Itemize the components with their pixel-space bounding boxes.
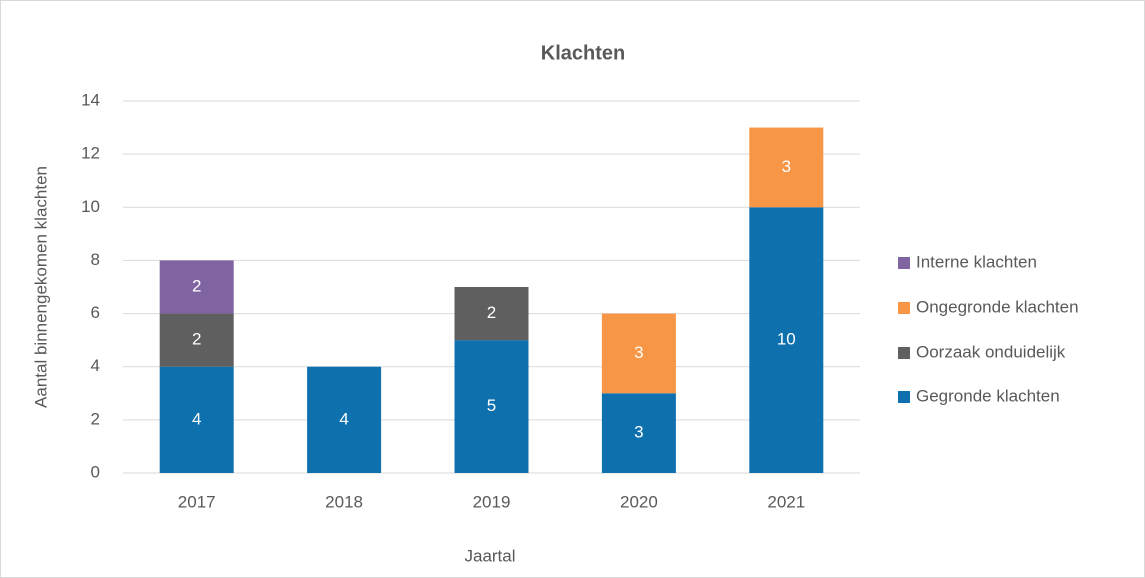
data-label: 2 (487, 303, 496, 322)
legend-label: Gegronde klachten (916, 386, 1060, 405)
bar-segment (454, 340, 529, 473)
x-tick-label: 2021 (767, 492, 805, 511)
legend-swatch (898, 347, 910, 359)
y-tick-label: 4 (91, 356, 100, 375)
bar-segment (601, 393, 676, 473)
y-tick-label: 6 (91, 303, 100, 322)
legend-label: Ongegronde klachten (916, 297, 1079, 316)
y-axis-label: Aantal binnengekomen klachten (31, 166, 50, 408)
data-label: 4 (192, 409, 201, 428)
bar-segment (749, 127, 824, 208)
data-label: 3 (634, 343, 643, 362)
y-tick-label: 14 (81, 90, 100, 109)
data-label: 2 (192, 276, 201, 295)
data-label: 3 (782, 157, 791, 176)
bar-segment (749, 207, 824, 474)
data-label: 10 (777, 330, 796, 349)
legend-swatch (898, 391, 910, 403)
x-axis-label: Jaartal (464, 546, 515, 565)
y-tick-label: 2 (91, 409, 100, 428)
y-tick-label: 0 (91, 462, 100, 481)
bar-segment (601, 313, 676, 394)
bar-segment (159, 366, 234, 473)
bar-segment (159, 260, 234, 314)
legend-label: Interne klachten (916, 252, 1037, 271)
data-label: 5 (487, 396, 496, 415)
chart-title: Klachten (541, 42, 625, 64)
y-tick-label: 12 (81, 144, 100, 163)
y-tick-label: 10 (81, 197, 100, 216)
x-tick-label: 2019 (473, 492, 511, 511)
bar-segment (307, 366, 382, 473)
data-label: 2 (192, 330, 201, 349)
legend-swatch (898, 257, 910, 269)
legend-label: Oorzaak onduidelijk (916, 342, 1066, 361)
data-label: 3 (634, 423, 643, 442)
x-tick-label: 2018 (325, 492, 363, 511)
y-tick-label: 8 (91, 250, 100, 269)
data-label: 4 (339, 409, 348, 428)
x-tick-label: 2017 (178, 492, 216, 511)
legend-swatch (898, 302, 910, 314)
x-tick-label: 2020 (620, 492, 658, 511)
bar-segment (159, 313, 234, 367)
bar-segment (454, 287, 529, 341)
